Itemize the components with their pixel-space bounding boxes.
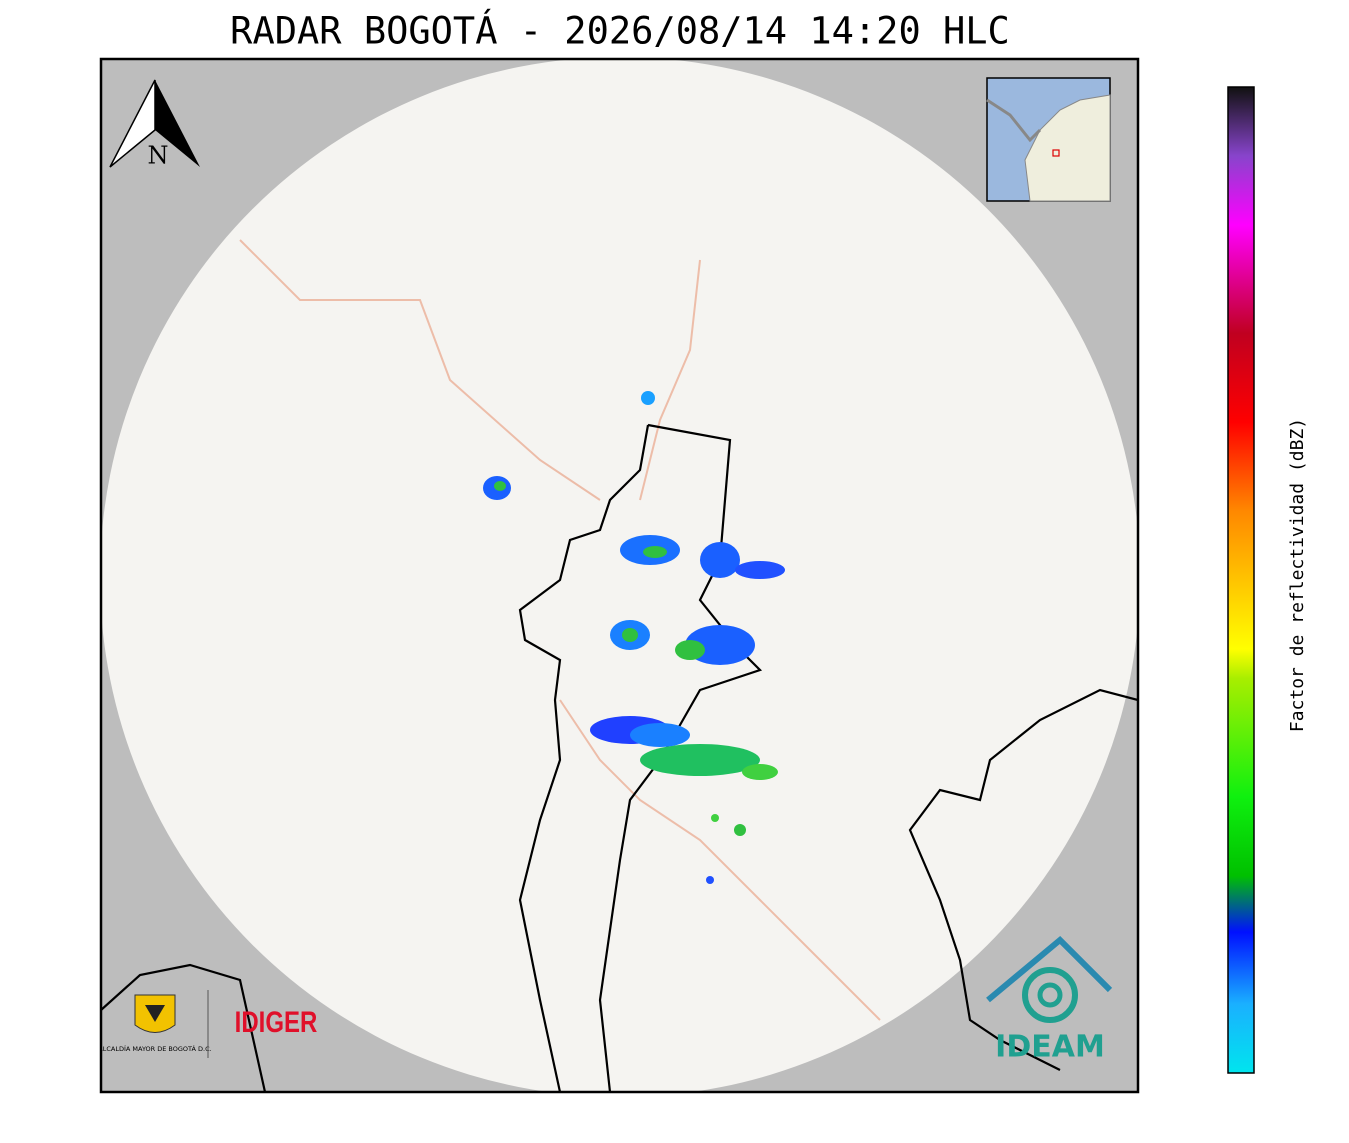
map: N ALCALDÍA MAYOR DE BOGOTÁ D.C. IDIGER I… (98, 59, 1138, 1092)
logo-alcaldia: ALCALDÍA MAYOR DE BOGOTÁ D.C. (98, 990, 212, 1058)
radar-range (101, 59, 1138, 1092)
colorbar (1227, 86, 1255, 1074)
logo-ideam-text: IDEAM (995, 1030, 1105, 1065)
colorbar-label: Factor de reflectividad (dBZ) (1287, 418, 1308, 732)
logo-ideam: IDEAM (986, 935, 1113, 1065)
north-label: N (148, 142, 169, 170)
title: RADAR BOGOTÁ - 2026/08/14 14:20 HLC (230, 9, 1010, 53)
roads (239, 239, 881, 1021)
logo-idiger: IDIGER (235, 1004, 318, 1038)
north-arrow: N (109, 79, 200, 170)
logo-alcaldia-text: ALCALDÍA MAYOR DE BOGOTÁ D.C. (98, 1044, 211, 1053)
map-frame (99, 57, 1140, 1094)
radar-echoes (483, 391, 785, 884)
inset-map (986, 77, 1111, 202)
boundaries (101, 423, 1138, 1092)
